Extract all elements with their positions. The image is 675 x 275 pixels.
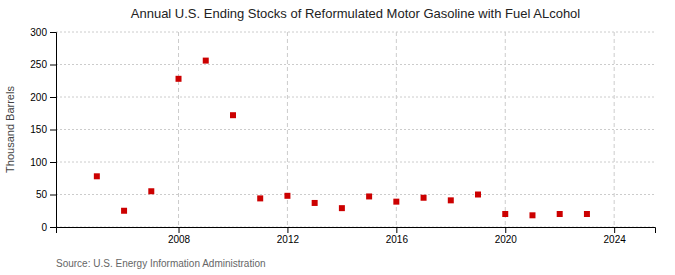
x-axis-line — [57, 228, 656, 234]
points — [94, 58, 590, 219]
point — [475, 192, 481, 198]
y-grid-line — [56, 162, 655, 163]
x-grid-line — [505, 32, 506, 227]
y-grid-line — [56, 129, 655, 130]
title: Annual U.S. Ending Stocks of Reformulate… — [131, 6, 581, 21]
x-tick-label: 2016 — [386, 234, 409, 245]
point — [148, 188, 154, 194]
x-grid-line — [178, 32, 179, 227]
point — [339, 205, 345, 211]
grid — [56, 32, 655, 227]
y-tick-mark — [50, 97, 56, 98]
plot: 2008 2012 2016 2020 2024 0 50 100 150 200 250 300 — [30, 27, 655, 245]
x-tick-mark — [287, 227, 288, 233]
y-tick-label: 100 — [30, 157, 47, 168]
point — [94, 173, 100, 179]
y-axis-line — [50, 33, 57, 228]
y-tick-mark — [50, 195, 56, 196]
x-tick-mark — [505, 227, 506, 233]
x-tick-label: 2024 — [604, 234, 627, 245]
y-grid-line — [56, 32, 655, 33]
point — [584, 211, 590, 217]
y-tick-mark — [50, 227, 56, 228]
point — [366, 193, 372, 199]
point — [393, 199, 399, 205]
x-grid-line — [396, 32, 397, 227]
source-note: Source: U.S. Energy Information Administ… — [56, 258, 266, 269]
point — [203, 58, 209, 64]
x-tick: 2008 — [168, 227, 191, 245]
point — [529, 212, 535, 218]
y-tick: 100 — [30, 157, 56, 168]
y-tick-mark — [50, 32, 56, 33]
y-axis: 0 50 100 150 200 250 300 — [30, 27, 56, 233]
y-tick-label: 50 — [36, 189, 48, 200]
y-tick-label: 0 — [41, 222, 47, 233]
point — [176, 76, 182, 82]
y-tick-label: 200 — [30, 92, 47, 103]
y-tick: 50 — [36, 189, 56, 200]
x-tick: 2020 — [495, 227, 518, 245]
x-tick: 2024 — [604, 227, 627, 245]
x-grid-line — [614, 32, 615, 227]
x-tick-label: 2008 — [168, 234, 191, 245]
y-tick: 0 — [41, 222, 56, 233]
y-grid-line — [56, 194, 655, 195]
y-tick-label: 150 — [30, 124, 47, 135]
x-tick-mark — [396, 227, 397, 233]
x-tick-mark — [179, 227, 180, 233]
y-tick-label: 300 — [30, 27, 47, 38]
point — [312, 200, 318, 206]
point — [557, 211, 563, 217]
point — [284, 193, 290, 199]
point — [502, 211, 508, 217]
x-tick: 2016 — [386, 227, 409, 245]
y-tick: 200 — [30, 92, 56, 103]
y-tick-label: 250 — [30, 59, 47, 70]
point — [421, 195, 427, 201]
x-axis: 2008 2012 2016 2020 2024 — [57, 227, 656, 245]
point — [121, 208, 127, 214]
x-tick-label: 2012 — [277, 234, 300, 245]
chart: 2008 2012 2016 2020 2024 0 50 100 150 200 250 300 An… — [0, 0, 675, 275]
y-tick-mark — [50, 162, 56, 163]
point — [230, 112, 236, 118]
y-tick-mark — [50, 65, 56, 66]
x-tick-label: 2020 — [495, 234, 518, 245]
point — [257, 195, 263, 201]
y-tick: 150 — [30, 124, 56, 135]
y-grid-line — [56, 97, 655, 98]
point — [448, 197, 454, 203]
y-axis-label: Thousand Barrels — [4, 86, 16, 173]
y-tick: 250 — [30, 59, 56, 70]
x-tick: 2012 — [277, 227, 300, 245]
y-tick-mark — [50, 130, 56, 131]
x-tick-mark — [614, 227, 615, 233]
y-tick: 300 — [30, 27, 56, 38]
y-grid-line — [56, 64, 655, 65]
